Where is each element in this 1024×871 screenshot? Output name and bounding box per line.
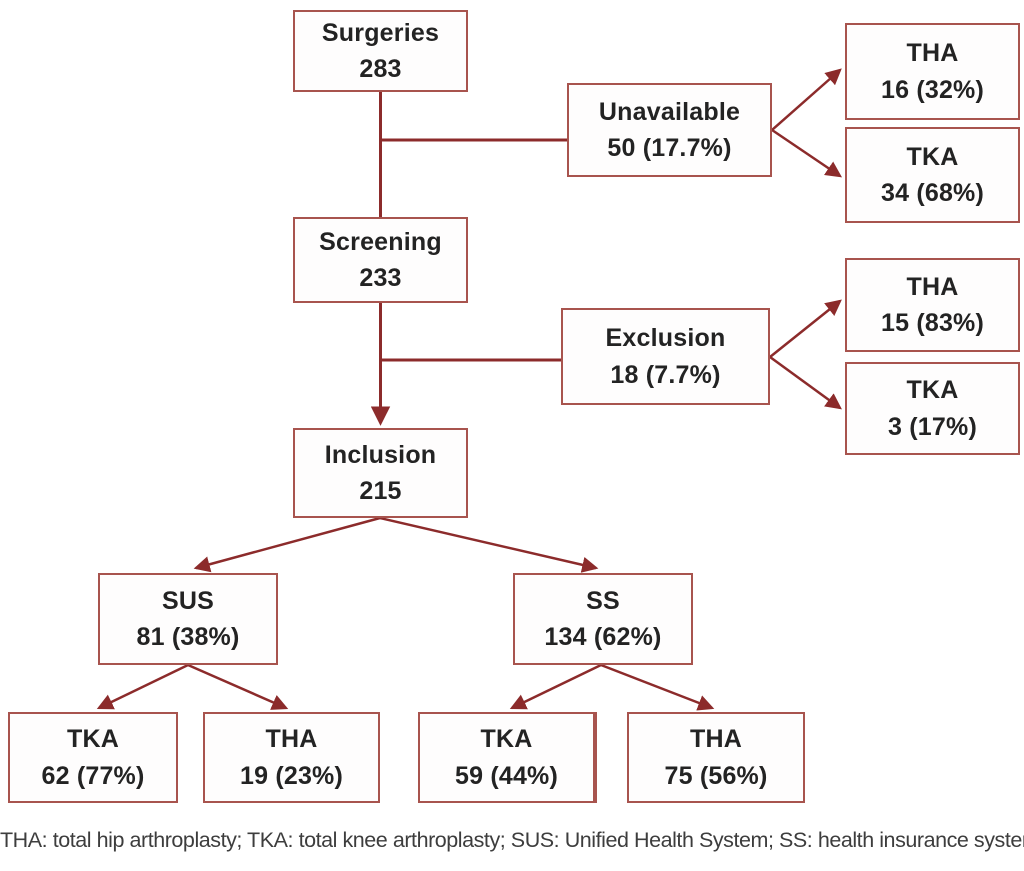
node-value: 59 (44%) [454, 761, 559, 790]
node-value: 18 (7.7%) [610, 360, 721, 389]
node-inclusion: Inclusion 215 [293, 428, 468, 518]
node-value: 50 (17.7%) [607, 134, 732, 162]
abbreviation-legend: THA: total hip arthroplasty; TKA: total … [0, 828, 1024, 852]
node-ss-tka: TKA 59 (44%) [418, 712, 597, 803]
node-label: THA [690, 725, 742, 754]
node-label: THA [906, 39, 959, 68]
node-sus-tha: THA 19 (23%) [203, 712, 380, 803]
node-unavailable-tka: TKA 34 (68%) [845, 127, 1020, 223]
node-label: TKA [906, 376, 959, 405]
node-label: TKA [906, 142, 959, 171]
node-sus: SUS 81 (38%) [98, 573, 278, 665]
node-ss-tha: THA 75 (56%) [627, 712, 805, 803]
node-value: 19 (23%) [239, 761, 344, 790]
node-ss: SS 134 (62%) [513, 573, 693, 665]
node-sus-tka: TKA 62 (77%) [8, 712, 178, 803]
node-label: TKA [67, 725, 119, 754]
node-value: 3 (17%) [888, 412, 977, 441]
node-label: THA [906, 272, 959, 301]
node-label: Unavailable [598, 97, 741, 126]
node-unavailable-tha: THA 16 (32%) [845, 23, 1020, 120]
node-label: SUS [161, 586, 214, 615]
node-exclusion-tka: TKA 3 (17%) [845, 362, 1020, 455]
node-value: 34 (68%) [880, 179, 985, 207]
node-label: Screening [319, 227, 442, 256]
node-surgeries: Surgeries 283 [293, 10, 468, 92]
node-value: 233 [359, 264, 402, 292]
node-label: Exclusion [605, 324, 726, 353]
node-value: 16 (32%) [880, 75, 985, 104]
node-value: 215 [359, 477, 402, 505]
node-exclusion-tha: THA 15 (83%) [845, 258, 1020, 352]
node-label: Surgeries [321, 18, 440, 47]
node-label: SS [586, 586, 620, 615]
node-screening: Screening 233 [293, 217, 468, 303]
node-value: 81 (38%) [136, 623, 240, 651]
node-value: 134 (62%) [544, 623, 662, 651]
node-unavailable: Unavailable 50 (17.7%) [567, 83, 772, 177]
node-value: 75 (56%) [664, 761, 768, 790]
node-value: 15 (83%) [880, 309, 985, 337]
node-value: 283 [359, 55, 402, 83]
node-label: TKA [480, 725, 533, 754]
node-value: 62 (77%) [41, 761, 145, 790]
node-label: Inclusion [324, 440, 437, 469]
node-exclusion: Exclusion 18 (7.7%) [561, 308, 770, 405]
node-label: THA [265, 725, 318, 754]
